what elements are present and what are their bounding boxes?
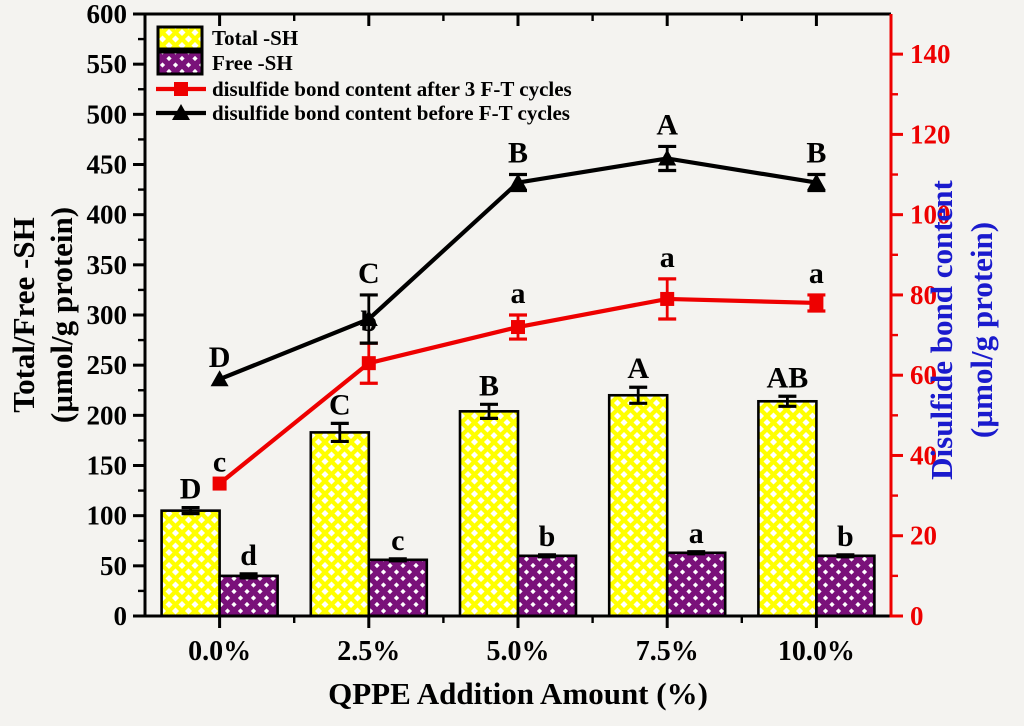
significance-letter-bar: a [689,517,704,550]
significance-letter-line: a [809,257,824,290]
left-tick-label: 300 [87,300,128,330]
right-tick-label: 100 [910,200,951,230]
significance-letter-line: B [806,137,826,170]
bar-total-sh-4 [757,399,818,618]
bar-total-sh-0 [160,509,221,618]
significance-letter-line: C [358,257,380,290]
right-tick-label: 60 [910,360,937,390]
bar-total-sh-2 [458,410,520,618]
x-axis-title: QPPE Addition Amount (%) [328,676,708,711]
significance-letter-line: A [656,108,678,141]
bar-free-sh-3 [665,551,727,618]
bar-total-sh-1 [309,431,371,618]
right-tick-label: 40 [910,440,937,470]
legend-label: disulfide bond content after 3 F-T cycle… [212,77,572,101]
right-tick-label: 140 [910,39,951,69]
legend-swatch-purple [156,50,204,76]
significance-letter-bar: b [837,520,854,553]
right-axis-title-line2: (µmol/g protein) [964,222,999,438]
significance-letter-bar: D [180,473,202,506]
bar-free-sh-2 [516,554,578,618]
left-tick-label: 100 [87,501,128,531]
left-tick-label: 0 [114,601,128,631]
triangle-marker [509,173,527,190]
x-tick-label: 0.0% [188,636,251,667]
triangle-marker [210,370,229,387]
left-tick-label: 500 [87,99,128,129]
x-tick-label: 7.5% [636,636,699,667]
significance-letter-line: c [213,446,226,479]
significance-letter-line: D [209,341,231,374]
legend-label: disulfide bond content before F-T cycles [212,101,570,125]
right-tick-label: 20 [910,521,937,551]
x-tick-label: 10.0% [778,636,855,667]
left-axis-title-line2: (µmol/g protein) [44,207,79,423]
right-tick-label: 120 [910,119,951,149]
significance-letter-bar: C [329,388,351,421]
right-axis-title-line1: Disulfide bond content [924,179,959,479]
left-tick-label: 250 [87,350,128,380]
bar-free-sh-1 [367,558,429,618]
significance-letter-bar: A [627,352,649,385]
x-tick-label: 2.5% [337,636,400,667]
square-marker [809,295,824,310]
left-axis-title-line1: Total/Free -SH [6,217,41,412]
legend-triangle-marker [172,104,190,120]
bar-total-sh-3 [607,393,669,618]
significance-letter-bar: b [539,520,556,553]
significance-letter-bar: B [479,369,499,402]
left-tick-label: 350 [87,250,128,280]
right-tick-label: 80 [910,280,937,310]
legend-label: Total -SH [212,26,298,50]
left-tick-label: 150 [87,451,128,481]
plot-area: DCBAABdcbabcbaaaDCBAB [160,108,876,618]
significance-letter-bar: d [240,539,257,572]
square-marker [511,320,525,335]
legend-square-marker [174,82,188,96]
left-tick-label: 200 [87,400,128,430]
bar-free-sh-4 [815,554,876,618]
square-marker [212,476,227,491]
square-marker [660,291,675,306]
right-tick-label: 0 [910,601,924,631]
left-tick-label: 400 [87,200,128,230]
triangle-marker [807,173,826,190]
significance-letter-bar: AB [767,361,809,394]
square-marker [361,356,376,371]
legend-swatch-yellow [156,25,204,51]
bar-free-sh-0 [218,574,279,618]
triangle-marker [658,149,677,166]
left-tick-label: 550 [87,49,128,79]
left-tick-label: 450 [87,150,128,180]
x-tick-label: 5.0% [487,636,550,667]
significance-letter-bar: c [391,524,404,557]
legend-label: Free -SH [212,51,293,75]
significance-letter-line: B [508,137,528,170]
significance-letter-line: a [511,277,526,310]
axes: 0 50 100 150 200 250 300 350 400 450 500 550 600 0 20 4… [87,0,951,667]
triangle-marker [359,310,378,327]
significance-letter-line: a [660,241,675,274]
left-tick-label: 600 [87,0,128,29]
left-tick-label: 50 [100,551,127,581]
